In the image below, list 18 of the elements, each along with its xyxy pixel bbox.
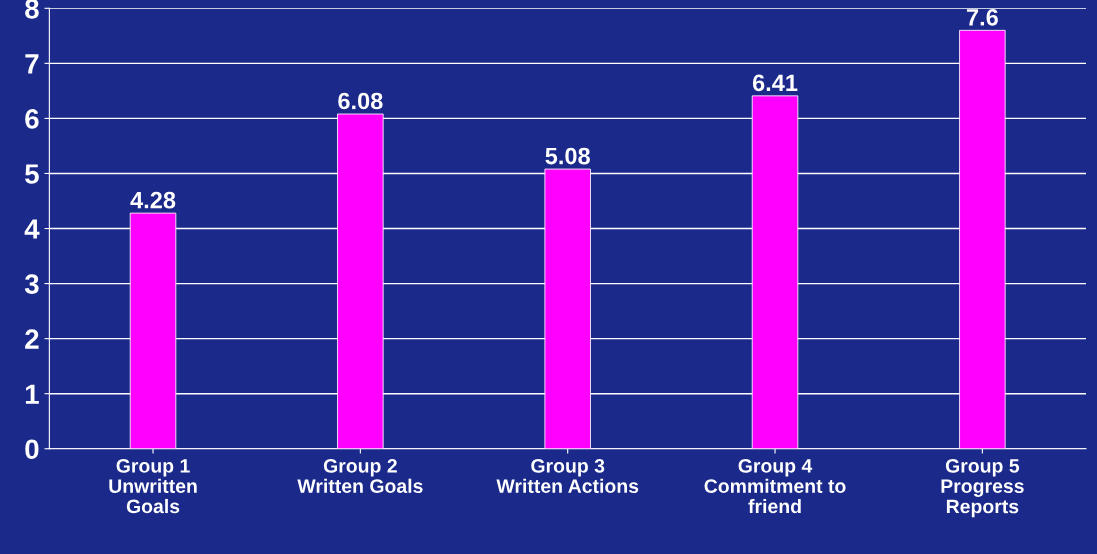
- x-tick-label: Group 3 Written Actions: [496, 458, 639, 493]
- x-tick-label: Group 4 Commitment to friend: [704, 458, 846, 514]
- y-tick-label: 2: [25, 329, 39, 349]
- x-tick-label: Group 2 Written Goals: [297, 458, 423, 493]
- x-tick-label: Group 1 Unwritten Goals: [109, 458, 197, 514]
- data-label: 6.08: [338, 92, 383, 110]
- data-label: 5.08: [545, 147, 590, 165]
- y-tick-label: 0: [25, 439, 39, 460]
- data-label: 7.6: [966, 8, 998, 26]
- x-tick-label: Group 5 Progress Reports: [941, 458, 1024, 518]
- y-tick-label: 1: [25, 384, 39, 404]
- data-label: 4.28: [130, 191, 176, 209]
- y-tick-label: 5: [25, 164, 39, 184]
- y-tick-label: 7: [25, 54, 39, 74]
- y-tick-label: 6: [25, 109, 39, 129]
- y-tick-label: 4: [24, 219, 40, 239]
- y-tick-label: 3: [24, 274, 39, 294]
- data-label: 6.41: [752, 74, 798, 92]
